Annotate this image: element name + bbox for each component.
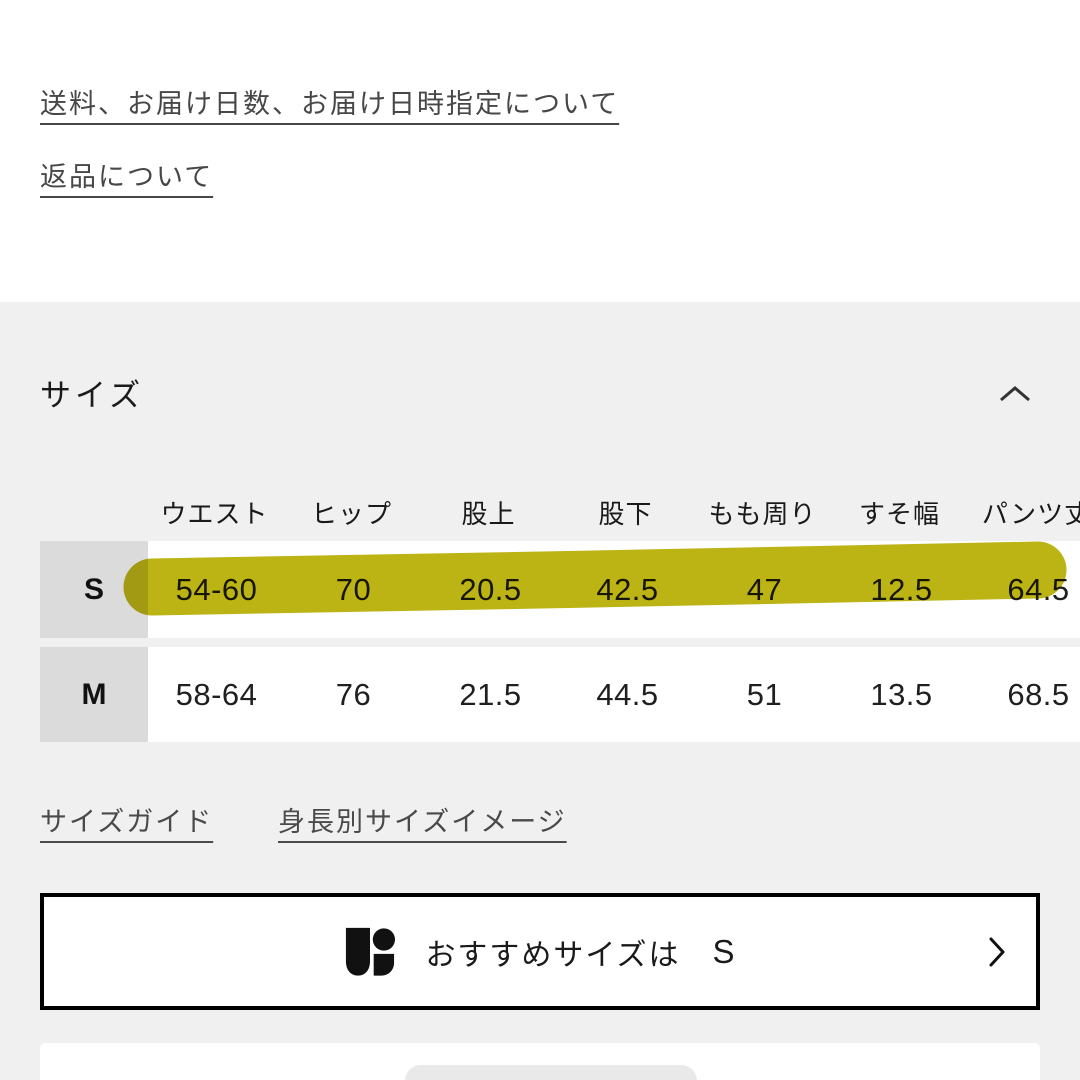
- cell-s-length: 64.5: [970, 541, 1080, 638]
- size-section-title: サイズ: [40, 378, 145, 413]
- next-section-card: [40, 1043, 1040, 1080]
- cell-s-hem: 12.5: [833, 541, 970, 638]
- size-section: サイズ ウエスト ヒップ 股上 股下 もも周り すそ幅 パンツ丈 S 54-60…: [0, 302, 1080, 1080]
- cell-s-rise: 20.5: [422, 541, 559, 638]
- recommend-size-value: S: [712, 932, 735, 970]
- drawer-handle: [405, 1065, 697, 1080]
- height-size-image-link[interactable]: 身長別サイズイメージ: [278, 807, 567, 837]
- cell-m-thigh: 51: [696, 647, 833, 742]
- col-header-waist: ウエスト: [160, 498, 269, 529]
- col-header-hem: すそ幅: [858, 498, 940, 529]
- cell-s-hip: 70: [285, 541, 422, 638]
- chevron-up-icon: [1000, 386, 1030, 402]
- size-row-s: S 54-60 70 20.5 42.5 47 12.5 64.5: [40, 541, 1080, 638]
- shipping-info-link[interactable]: 送料、お届け日数、お届け日時指定について: [40, 89, 620, 119]
- recommend-label: おすすめサイズは: [425, 938, 681, 972]
- returns-link[interactable]: 返品について: [40, 162, 214, 192]
- cell-m-hem: 13.5: [833, 647, 970, 742]
- cell-s-inseam: 42.5: [559, 541, 696, 638]
- recommended-size-button[interactable]: おすすめサイズは S: [40, 893, 1040, 1010]
- cell-s-thigh: 47: [696, 541, 833, 638]
- size-label-m: M: [40, 647, 148, 742]
- cell-m-inseam: 44.5: [559, 647, 696, 742]
- col-header-rise: 股上: [461, 498, 516, 529]
- chevron-right-icon: [989, 937, 1005, 966]
- col-header-hip: ヒップ: [310, 498, 392, 529]
- cell-m-hip: 76: [285, 647, 422, 742]
- cell-m-waist: 58-64: [148, 647, 285, 742]
- cell-m-length: 68.5: [970, 647, 1080, 742]
- col-header-inseam: 股下: [598, 498, 653, 529]
- size-row-m: M 58-64 76 21.5 44.5 51 13.5 68.5: [40, 647, 1080, 742]
- col-header-thigh: もも周り: [708, 498, 817, 529]
- size-label-s: S: [40, 541, 148, 638]
- size-guide-link[interactable]: サイズガイド: [40, 807, 214, 837]
- cell-m-rise: 21.5: [422, 647, 559, 742]
- collapse-section-button[interactable]: [990, 374, 1040, 414]
- size-assistant-icon: [346, 927, 396, 976]
- cell-s-waist: 54-60: [148, 541, 285, 638]
- col-header-length: パンツ丈: [981, 498, 1080, 529]
